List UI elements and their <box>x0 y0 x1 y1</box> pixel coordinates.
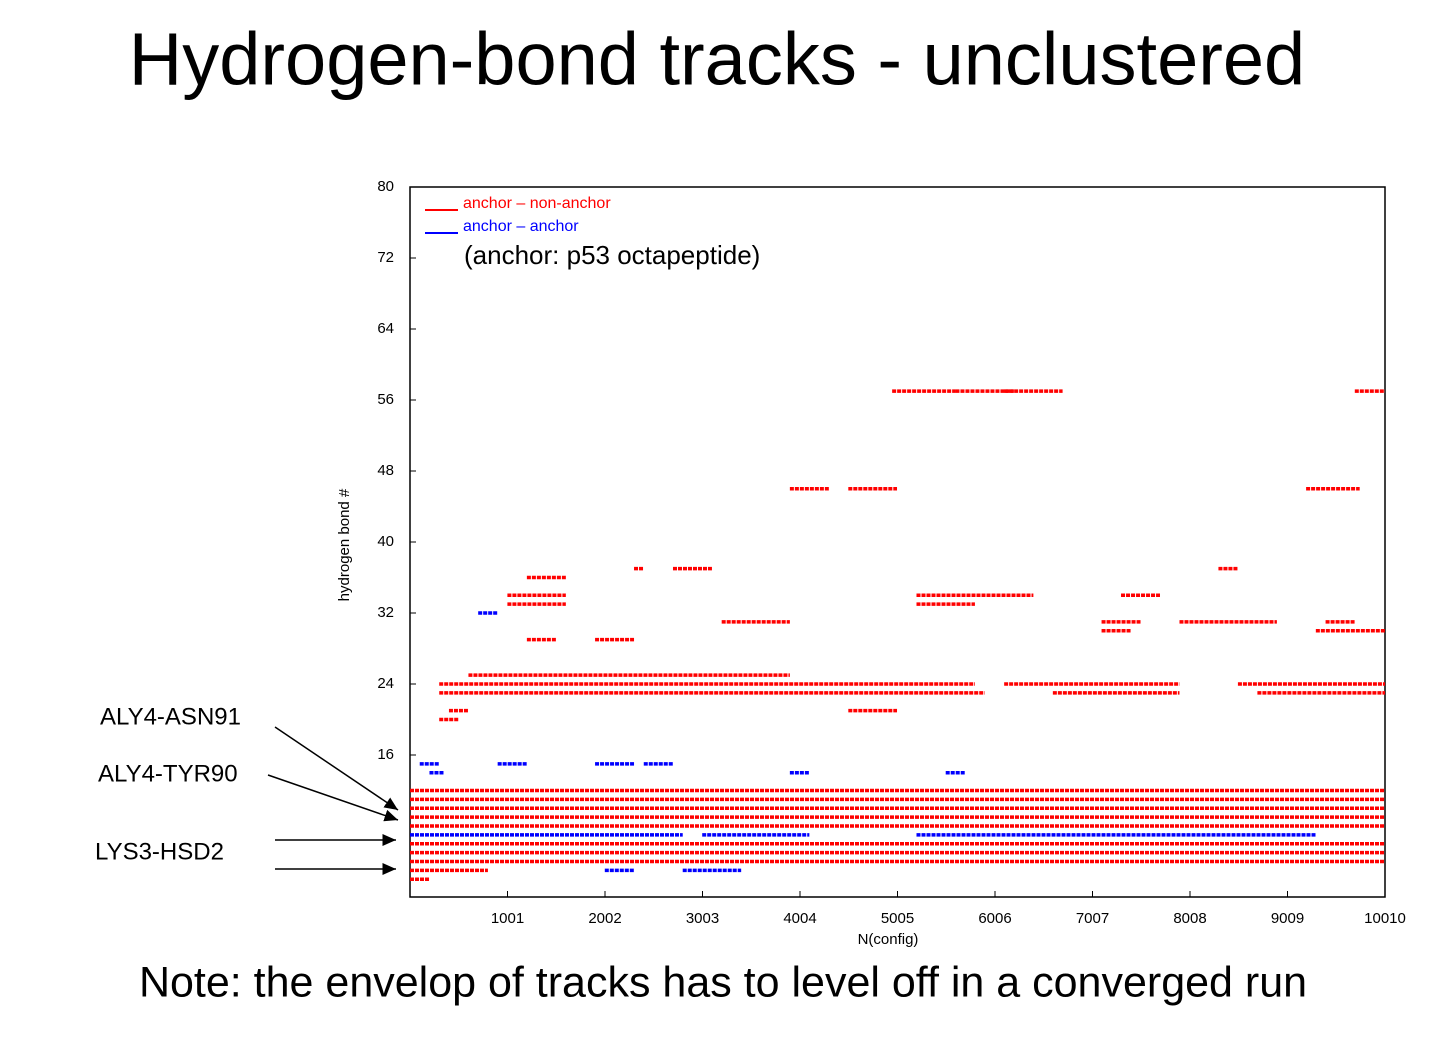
y-tick-label: 56 <box>377 391 394 408</box>
y-tick-label: 40 <box>377 533 394 550</box>
legend-note: (anchor: p53 octapeptide) <box>464 240 760 270</box>
legend-label: anchor – anchor <box>463 218 579 235</box>
x-tick-label: 8008 <box>1173 910 1206 927</box>
y-tick-label: 24 <box>377 675 394 692</box>
x-axis-label: N(config) <box>858 931 919 948</box>
y-tick-label: 72 <box>377 249 394 266</box>
y-tick-label: 16 <box>377 746 394 763</box>
slide-note: Note: the envelop of tracks has to level… <box>139 958 1307 1006</box>
arrow <box>267 774 399 822</box>
annotation: ALY4-ASN91 <box>100 703 241 730</box>
x-tick-label: 6006 <box>978 910 1011 927</box>
y-axis-label: hydrogen bond # <box>336 488 353 601</box>
x-tick-label: 7007 <box>1076 910 1109 927</box>
x-tick-label: 10010 <box>1364 910 1406 927</box>
x-tick-label: 9009 <box>1271 910 1304 927</box>
y-tick-label: 64 <box>377 320 394 337</box>
annotation: LYS3-HSD2 <box>95 838 224 865</box>
y-tick-label: 32 <box>377 604 394 621</box>
x-tick-label: 4004 <box>783 910 816 927</box>
annotation: ALY4-TYR90 <box>98 760 238 787</box>
x-tick-label: 5005 <box>881 910 914 927</box>
x-tick-label: 1001 <box>491 910 524 927</box>
y-tick-label: 80 <box>377 178 394 195</box>
legend-label: anchor – non-anchor <box>463 195 611 212</box>
slide-title: Hydrogen-bond tracks - unclustered <box>129 18 1305 101</box>
y-tick-label: 48 <box>377 462 394 479</box>
x-tick-label: 3003 <box>686 910 719 927</box>
arrow <box>274 726 399 811</box>
x-tick-label: 2002 <box>588 910 621 927</box>
